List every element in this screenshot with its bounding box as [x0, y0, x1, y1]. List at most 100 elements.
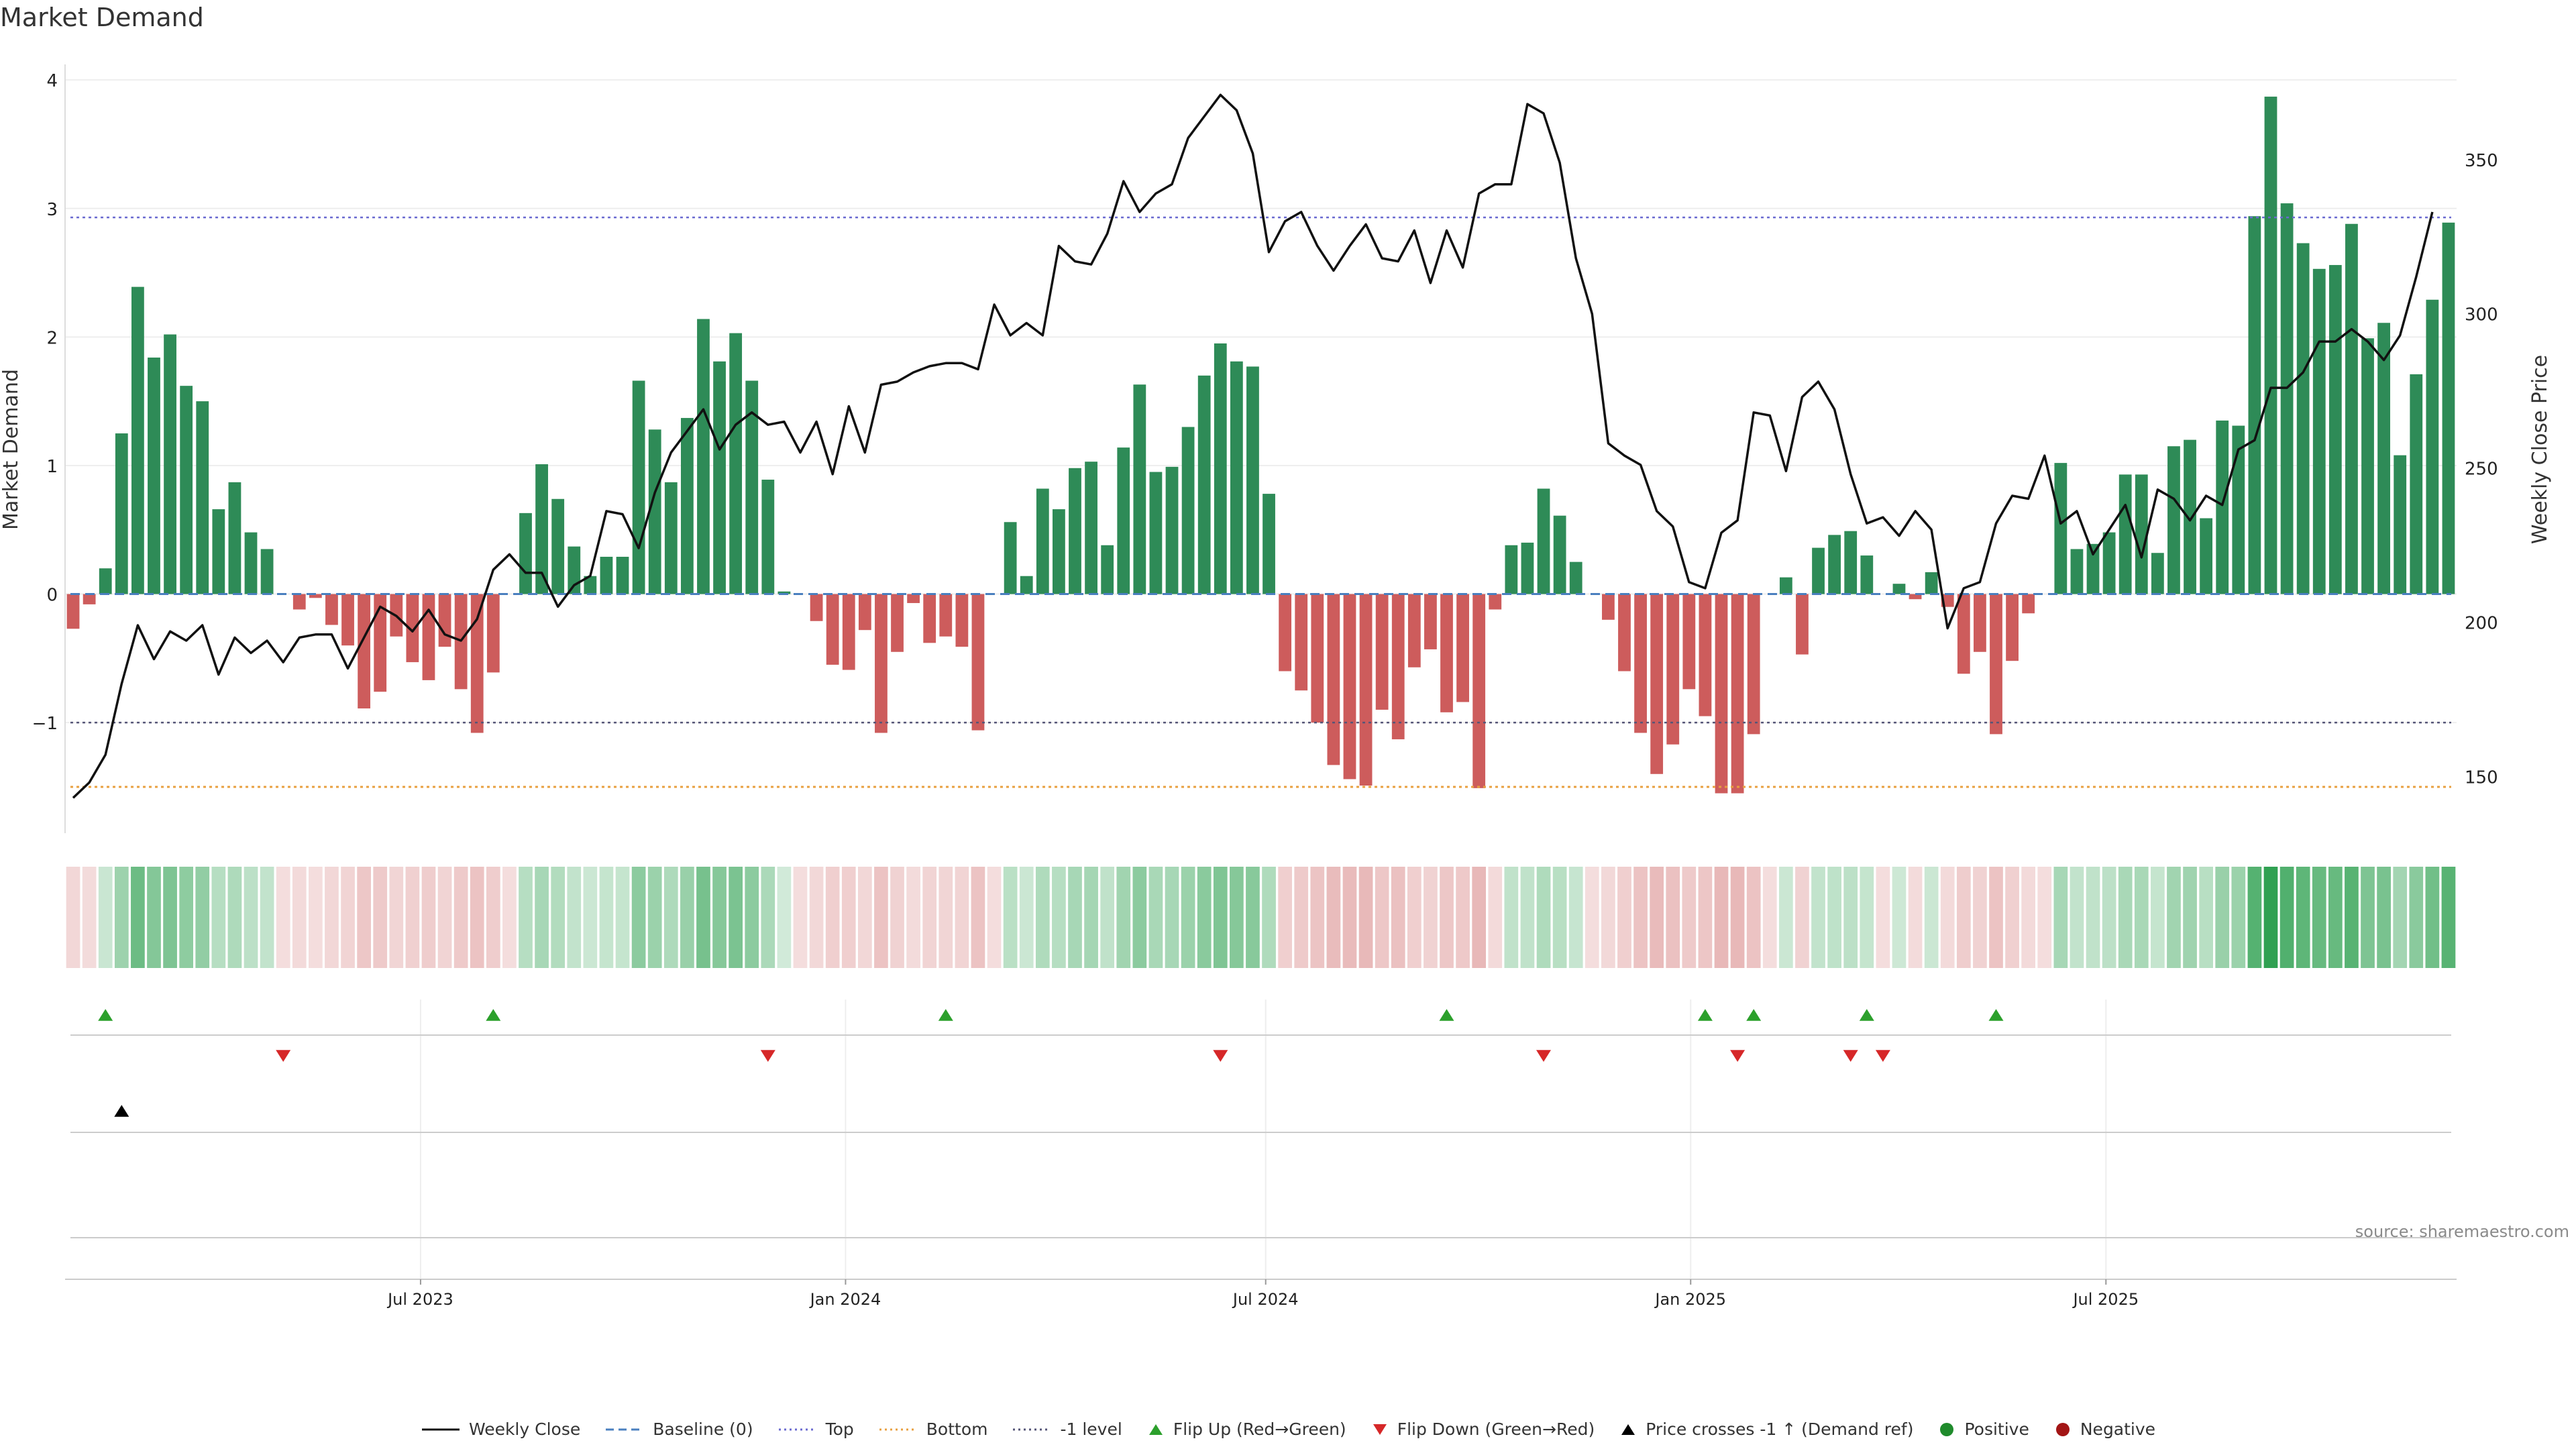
heat-cell-negative — [66, 867, 80, 968]
legend-item-baseline: Baseline (0) — [604, 1419, 753, 1439]
chart-title: Market Demand — [0, 3, 204, 32]
heat-cell-negative — [502, 867, 517, 968]
heat-cell-positive — [179, 867, 194, 968]
heat-cell-positive — [1504, 867, 1519, 968]
heat-cell-negative — [1940, 867, 1955, 968]
heat-cell-negative — [421, 867, 436, 968]
heat-cell-negative — [373, 867, 388, 968]
heat-cell-positive — [1536, 867, 1551, 968]
heat-cell-positive — [1003, 867, 1018, 968]
heat-cell-positive — [1778, 867, 1793, 968]
heat-cell-negative — [486, 867, 500, 968]
demand-bar-positive — [729, 333, 743, 594]
y2-tick-label: 350 — [2465, 151, 2498, 171]
flip-down-marker — [1843, 1050, 1858, 1062]
heat-cell-positive — [1019, 867, 1034, 968]
heat-cell-positive — [1230, 867, 1244, 968]
demand-bar-positive — [148, 358, 160, 594]
heat-cell-negative — [809, 867, 824, 968]
demand-bar-positive — [1812, 547, 1825, 594]
heat-cell-negative — [1488, 867, 1503, 968]
demand-bar-positive — [1521, 542, 1534, 594]
demand-bar-positive — [1925, 572, 1938, 594]
legend-item-pos-dot: Positive — [1937, 1419, 2029, 1439]
demand-bar-negative — [810, 594, 823, 621]
legend-swatch — [2055, 1422, 2070, 1436]
heat-cell-negative — [2037, 867, 2052, 968]
demand-bar-negative — [1279, 594, 1292, 672]
demand-bar-positive — [131, 286, 144, 594]
heat-cell-negative — [1601, 867, 1615, 968]
demand-bar-negative — [1715, 594, 1728, 794]
heat-cell-negative — [1358, 867, 1373, 968]
heat-cell-positive — [131, 867, 145, 968]
demand-bar-positive — [2410, 374, 2423, 594]
demand-bar-negative — [1618, 594, 1631, 672]
demand-bar-positive — [2118, 474, 2132, 594]
x-tick-label: Jul 2025 — [2072, 1290, 2139, 1309]
legend-swatch — [421, 1428, 460, 1430]
heat-cell-negative — [470, 867, 484, 968]
demand-bar-positive — [1069, 468, 1081, 594]
demand-bar-negative — [1375, 594, 1389, 710]
heat-cell-negative — [841, 867, 856, 968]
demand-bar-positive — [2264, 97, 2277, 594]
heat-cell-negative — [292, 867, 307, 968]
flip-up-marker — [1439, 1009, 1454, 1021]
demand-bar-positive — [2394, 455, 2407, 594]
heat-cell-negative — [890, 867, 904, 968]
demand-bar-positive — [2312, 268, 2326, 594]
heat-cell-negative — [309, 867, 323, 968]
demand-bar-positive — [2086, 543, 2100, 594]
heat-cell-positive — [2231, 867, 2246, 968]
demand-bar-negative — [826, 594, 839, 665]
demand-bar-positive — [1844, 531, 1858, 594]
chart-legend: Weekly Close Baseline (0) Top Bottom -1 leve… — [0, 1419, 2576, 1439]
heat-cell-positive — [2183, 867, 2197, 968]
heat-cell-negative — [1407, 867, 1421, 968]
heat-cell-positive — [1052, 867, 1066, 968]
legend-swatch — [879, 1428, 917, 1430]
heat-cell-positive — [211, 867, 226, 968]
legend-item-flip-down: Flip Down (Green→Red) — [1371, 1419, 1595, 1439]
heat-cell-negative — [1989, 867, 2003, 968]
demand-bar-negative — [341, 594, 354, 646]
demand-bar-negative — [1391, 594, 1405, 740]
legend-swatch — [1013, 1428, 1051, 1430]
heat-cell-negative — [793, 867, 808, 968]
heat-cell-positive — [2151, 867, 2165, 968]
heat-cell-positive — [1165, 867, 1179, 968]
heat-cell-positive — [2361, 867, 2375, 968]
heat-cell-positive — [1246, 867, 1260, 968]
heat-cell-positive — [1116, 867, 1131, 968]
heat-cell-positive — [599, 867, 614, 968]
heat-cell-positive — [2053, 867, 2068, 968]
legend-swatch-shape — [1621, 1424, 1635, 1435]
demand-bar-positive — [2102, 532, 2116, 594]
heat-cell-negative — [1278, 867, 1292, 968]
heat-cell-negative — [2005, 867, 2019, 968]
legend-swatch — [1621, 1424, 1635, 1435]
demand-bar-negative — [971, 594, 985, 731]
demand-bar-negative — [325, 594, 338, 625]
demand-bar-positive — [2377, 323, 2390, 594]
demand-bar-negative — [292, 594, 306, 610]
demand-bar-negative — [1327, 594, 1340, 765]
demand-bar-negative — [66, 594, 80, 629]
heat-cell-positive — [777, 867, 792, 968]
heat-cell-negative — [987, 867, 1002, 968]
demand-bar-negative — [422, 594, 435, 680]
heat-cell-negative — [1424, 867, 1438, 968]
heat-cell-positive — [2409, 867, 2424, 968]
demand-bar-negative — [1699, 594, 1712, 716]
heat-cell-negative — [1472, 867, 1487, 968]
demand-bar-negative — [1634, 594, 1647, 733]
demand-bar-positive — [2167, 446, 2180, 594]
heat-cell-positive — [2086, 867, 2100, 968]
demand-bar-negative — [406, 594, 419, 663]
demand-bar-negative — [955, 594, 969, 647]
heat-cell-positive — [2279, 867, 2294, 968]
flip-down-marker — [1730, 1050, 1746, 1062]
flip-up-marker — [1988, 1009, 2004, 1021]
